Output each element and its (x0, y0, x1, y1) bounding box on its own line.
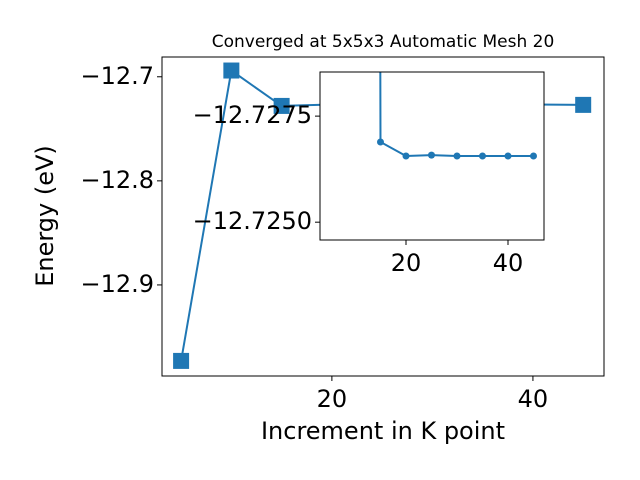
chart-title: Converged at 5x5x3 Automatic Mesh 20 (212, 32, 555, 52)
x-tick-label: 20 (391, 249, 422, 277)
y-tick-label: −12.7250 (193, 207, 312, 235)
axes-frame (319, 71, 545, 241)
marker (223, 62, 240, 79)
y-tick-label: −12.7275 (193, 101, 312, 129)
x-tick-label: 20 (317, 385, 348, 413)
marker (402, 152, 410, 160)
x-tick-label: 40 (493, 249, 524, 277)
x-axis-label: Increment in K point (261, 417, 505, 445)
marker (504, 152, 512, 160)
y-tick-label: −12.7 (80, 62, 154, 90)
y-tick-label: −12.9 (80, 270, 154, 298)
marker (529, 152, 537, 160)
x-tick-label: 40 (518, 385, 549, 413)
marker (427, 151, 435, 159)
marker (376, 138, 384, 146)
marker (575, 96, 592, 113)
axes-frame (161, 56, 605, 377)
marker (173, 352, 190, 369)
marker (478, 152, 486, 160)
series-line (379, 72, 534, 158)
marker (273, 97, 290, 114)
y-tick-label: −12.8 (80, 166, 154, 194)
marker (453, 152, 461, 160)
plot-clip (376, 72, 537, 160)
y-axis-label: Energy (eV) (31, 145, 59, 287)
